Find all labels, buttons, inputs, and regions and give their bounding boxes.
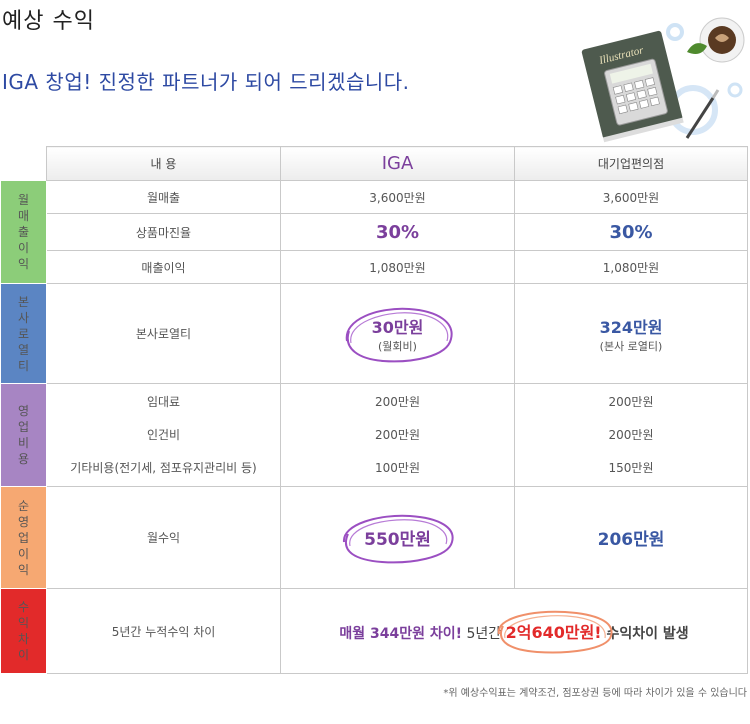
cost-iga-rent: 200만원 <box>375 394 420 409</box>
difference-summary: 매월 344만원 차이! 5년간 2억640만원! 수익차이 발생 <box>280 588 748 674</box>
hand-drawn-circle-icon <box>342 514 454 563</box>
margin-corp-value: 30% <box>609 221 653 243</box>
profit-corp-value: 206만원 <box>597 530 665 550</box>
corner-cell <box>0 146 47 181</box>
cost-iga-other: 100만원 <box>375 460 420 475</box>
row-corp-value: 3,600만원 <box>514 180 748 214</box>
cost-item-labor: 인건비 <box>146 427 181 442</box>
profit-iga-value: 550만원 <box>364 530 431 550</box>
cost-corp-rent: 200만원 <box>608 394 654 409</box>
calculator-book-decoration: Illustrator <box>581 17 745 143</box>
cost-corp-labor: 200만원 <box>608 427 654 442</box>
header-iga: IGA <box>280 146 515 181</box>
row-iga-value: 1,080만원 <box>280 250 515 284</box>
row-item: 5년간 누적수익 차이 <box>46 588 281 674</box>
cost-iga-labor: 200만원 <box>375 427 420 442</box>
cost-item-rent: 임대료 <box>146 394 181 409</box>
royalty-iga-highlight: 30만원 (월회비) <box>345 307 453 362</box>
row-iga-value: 3,600만원 <box>280 180 515 214</box>
row-item: 월수익 <box>46 486 281 589</box>
difference-suffix: 수익차이 발생 <box>601 626 689 642</box>
difference-monthly: 매월 344만원 차이! <box>339 626 463 642</box>
cost-item-other: 기타비용(전기세, 점포유지관리비 등) <box>70 460 257 475</box>
hand-drawn-circle-icon <box>497 610 613 654</box>
royalty-corp-value: 324만원 <box>599 317 663 337</box>
royalty-corp-note: (본사 로열티) <box>599 339 663 353</box>
row-corp-value: 1,080만원 <box>514 250 748 284</box>
row-item: 상품마진율 <box>46 213 281 251</box>
page-title: 예상 수익 <box>2 9 95 34</box>
row-item: 본사로열티 <box>46 283 281 384</box>
cost-corp-other: 150만원 <box>608 460 654 475</box>
difference-connector: 5년간 <box>462 626 506 642</box>
row-item: 매출이익 <box>46 250 281 284</box>
footnote: *위 예상수익표는 계약조건, 점포상권 등에 따라 차이가 있을 수 있습니다 <box>443 688 747 699</box>
margin-iga-value: 30% <box>375 221 420 243</box>
difference-total: 2억640만원! <box>505 623 602 642</box>
profit-iga-highlight: 550만원 <box>342 514 454 563</box>
header-content: 내 용 <box>46 146 281 181</box>
difference-total-highlight: 2억640만원! <box>497 610 613 654</box>
royalty-iga-value: 30만원 <box>371 317 424 337</box>
header-corp: 대기업편의점 <box>514 146 748 181</box>
hand-drawn-circle-icon <box>345 307 453 362</box>
row-item: 월매출 <box>46 180 281 214</box>
page-subtitle: IGA 창업! 진정한 파트너가 되어 드리겠습니다. <box>2 70 410 94</box>
royalty-iga-note: (월회비) <box>378 339 417 353</box>
